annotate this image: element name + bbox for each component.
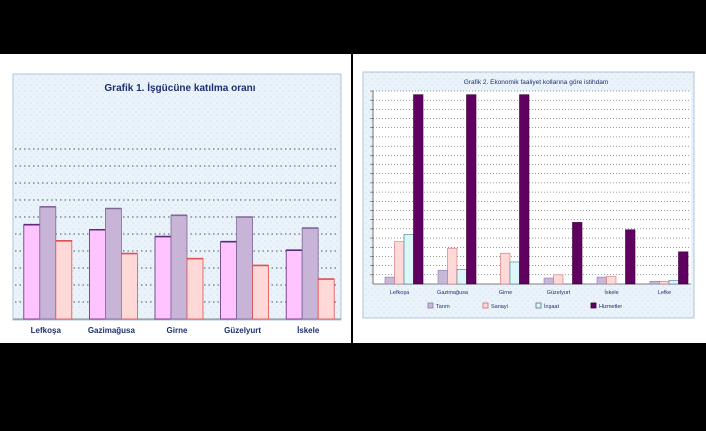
- bar-hizmetler-gazimagusa: [466, 94, 477, 285]
- bar-erkek-lefkosa: [39, 206, 57, 320]
- bar-kadin-guzelyurt: [252, 265, 270, 320]
- bar-toplam-iskele: [285, 249, 303, 320]
- bar-hizmetler-girne: [519, 94, 530, 285]
- chart-title: Grafik 2. Ekonomik faaliyet kollarına gö…: [464, 79, 609, 86]
- bar-sanayi-lefkosa: [394, 241, 405, 285]
- bar-insaat-girne: [509, 261, 520, 285]
- bar-sanayi-iskele: [606, 276, 617, 285]
- x-tick-label: Lefkoşa: [31, 326, 62, 335]
- x-tick-label: İskele: [604, 289, 618, 296]
- x-tick-label: Gazimağusa: [437, 290, 469, 296]
- bar-insaat-lefkosa: [403, 234, 414, 285]
- x-tick-label: Güzelyurt: [547, 290, 571, 296]
- bar-kadin-iskele: [317, 278, 335, 320]
- bar-kadin-lefkosa: [55, 240, 73, 320]
- bar-tarim-lefkosa: [384, 276, 395, 285]
- legend-swatch-sanayi: [482, 302, 489, 309]
- labor-participation-chart: Grafik 1. İşgücüne katılma oranı Lefkoşa…: [12, 73, 342, 335]
- legend-swatch-hizmetler: [590, 302, 597, 309]
- bar-erkek-gazimagusa: [105, 208, 122, 320]
- bar-tarim-gazimagusa: [437, 269, 448, 285]
- legend-label-sanayi: Sanayi: [491, 304, 508, 310]
- bar-sanayi-lefke: [659, 280, 670, 285]
- bar-insaat-lefke: [668, 280, 679, 285]
- legend-label-insaat: İnşaat: [544, 303, 559, 310]
- legend-swatch-insaat: [535, 302, 542, 309]
- bar-erkek-iskele: [301, 227, 319, 320]
- bar-hizmetler-lefke: [678, 251, 689, 285]
- bar-kadin-gazimagusa: [121, 253, 138, 320]
- x-tick-label: İskele: [297, 326, 320, 335]
- chart-panel-labor-participation: Grafik 1. İşgücüne katılma oranı Lefkoşa…: [0, 54, 351, 343]
- bar-insaat-gazimagusa: [456, 268, 467, 285]
- bar-toplam-gazimagusa: [89, 229, 106, 320]
- bar-tarim-guzelyurt: [543, 277, 554, 285]
- bar-toplam-guzelyurt: [220, 241, 238, 320]
- bar-hizmetler-iskele: [625, 229, 636, 285]
- x-tick-label: Lefke: [658, 290, 671, 296]
- chart-panel-employment-by-sector: Grafik 2. Ekonomik faaliyet kollarına gö…: [353, 54, 706, 343]
- x-tick-label: Girne: [167, 326, 188, 335]
- bar-tarim-iskele: [596, 276, 607, 285]
- employment-by-sector-chart: Grafik 2. Ekonomik faaliyet kollarına gö…: [362, 71, 695, 319]
- bar-erkek-guzelyurt: [236, 216, 254, 320]
- x-tick-label: Güzelyurt: [224, 326, 261, 335]
- bar-toplam-lefkosa: [23, 224, 41, 320]
- x-tick-label: Gazimağusa: [88, 326, 136, 335]
- bar-sanayi-gazimagusa: [447, 247, 458, 285]
- bar-tarim-lefke: [649, 280, 660, 285]
- bar-kadin-girne: [186, 258, 204, 320]
- bar-sanayi-girne: [500, 252, 511, 285]
- legend-swatch-tarim: [427, 302, 434, 309]
- bar-hizmetler-lefkosa: [413, 94, 424, 285]
- legend-label-hizmetler: Hizmetler: [599, 304, 622, 310]
- x-tick-label: Lefkoşa: [390, 290, 410, 296]
- legend-label-tarim: Tarım: [436, 304, 450, 310]
- bar-sanayi-guzelyurt: [553, 274, 564, 285]
- bar-erkek-girne: [170, 214, 188, 320]
- bar-toplam-girne: [154, 236, 172, 320]
- plot-area: [373, 91, 691, 284]
- chart-title: Grafik 1. İşgücüne katılma oranı: [104, 81, 255, 94]
- x-tick-label: Girne: [499, 290, 512, 296]
- bar-hizmetler-guzelyurt: [572, 222, 583, 285]
